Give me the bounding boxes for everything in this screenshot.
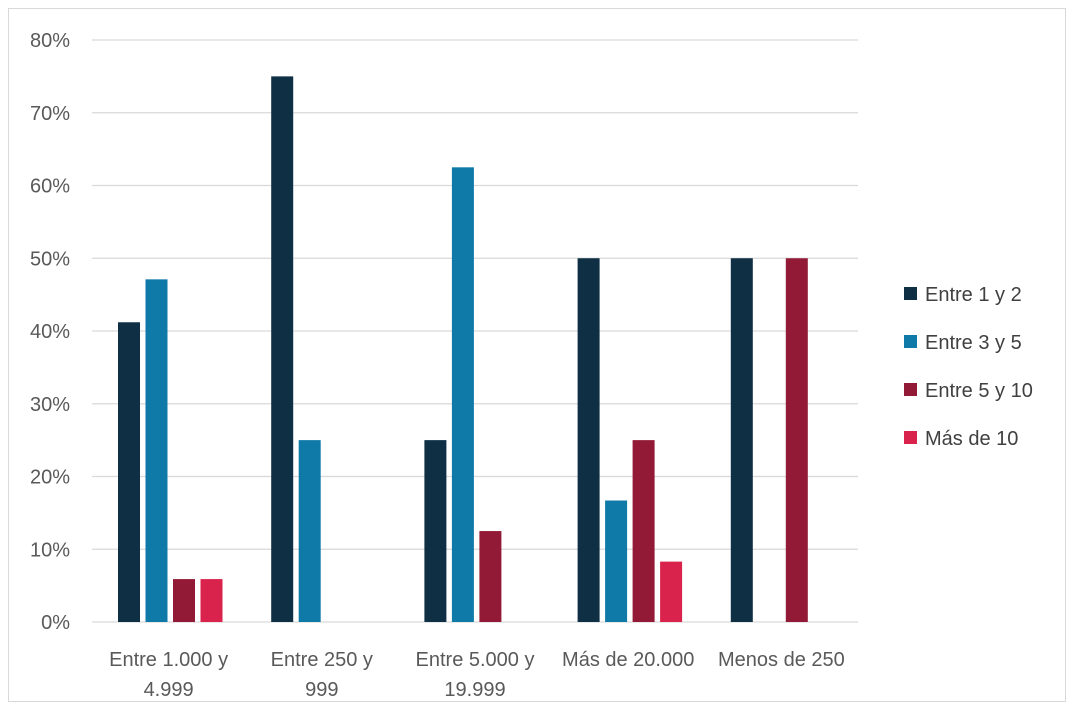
- legend-swatch: [904, 383, 917, 396]
- x-tick-label-line: Más de 20.000: [562, 649, 694, 671]
- bar-1-1: [118, 322, 140, 622]
- x-tick-label-line: 999: [305, 679, 338, 701]
- y-tick-label: 80%: [30, 30, 70, 52]
- bar-1-4: [577, 258, 600, 622]
- bars: [118, 76, 808, 622]
- bar-2-3: [451, 167, 474, 622]
- legend-item: Más de 10: [904, 428, 1018, 450]
- y-tick-label: 50%: [30, 248, 70, 270]
- x-tick-label-line: 19.999: [444, 679, 505, 701]
- x-axis-ticks: Entre 1.000 y 4.999 Entre 250 y 999 Entre 5.…: [109, 649, 845, 701]
- bar-3-3: [479, 531, 502, 622]
- bar-4-4: [660, 561, 683, 622]
- y-tick-label: 60%: [30, 176, 70, 198]
- legend-item: Entre 5 y 10: [904, 380, 1033, 402]
- y-tick-label: 0%: [41, 612, 70, 634]
- x-tick-label: Entre 5.000 y 19.999: [416, 649, 535, 701]
- legend-item: Entre 1 y 2: [904, 284, 1022, 306]
- legend-swatch: [904, 431, 917, 444]
- legend: Entre 1 y 2 Entre 3 y 5 Entre 5 y 10 Más de…: [904, 284, 1033, 450]
- x-tick-label-line: Entre 5.000 y: [416, 649, 535, 671]
- bar-2-1: [145, 279, 168, 622]
- legend-label: Entre 3 y 5: [925, 332, 1022, 354]
- x-tick-label: Más de 20.000: [562, 649, 694, 671]
- y-tick-label: 40%: [30, 321, 70, 343]
- y-tick-label: 20%: [30, 467, 70, 489]
- y-tick-label: 30%: [30, 394, 70, 416]
- y-axis-ticks: 0% 10% 20% 30% 40% 50% 60% 70% 80%: [30, 30, 70, 634]
- bar-2-4: [605, 500, 628, 622]
- y-tick-label: 70%: [30, 103, 70, 125]
- bar-2-2: [298, 440, 321, 622]
- x-tick-label-line: Entre 1.000 y: [109, 649, 228, 671]
- bar-3-4: [632, 440, 655, 622]
- x-tick-label: Entre 1.000 y 4.999: [109, 649, 228, 701]
- x-tick-label-line: 4.999: [144, 679, 194, 701]
- y-tick-label: 10%: [30, 539, 70, 561]
- legend-label: Más de 10: [925, 428, 1018, 450]
- legend-label: Entre 1 y 2: [925, 284, 1022, 306]
- bar-3-5: [785, 258, 808, 622]
- legend-swatch: [904, 335, 917, 348]
- legend-label: Entre 5 y 10: [925, 380, 1033, 402]
- bar-1-3: [424, 440, 447, 622]
- x-tick-label: Menos de 250: [718, 649, 845, 671]
- bar-1-2: [271, 76, 294, 622]
- bar-4-1: [200, 579, 223, 622]
- bar-1-5: [730, 258, 753, 622]
- legend-swatch: [904, 287, 917, 300]
- bar-3-1: [173, 579, 195, 622]
- legend-item: Entre 3 y 5: [904, 332, 1022, 354]
- x-tick-label-line: Entre 250 y: [271, 649, 373, 671]
- x-tick-label: Entre 250 y 999: [271, 649, 373, 701]
- x-tick-label-line: Menos de 250: [718, 649, 845, 671]
